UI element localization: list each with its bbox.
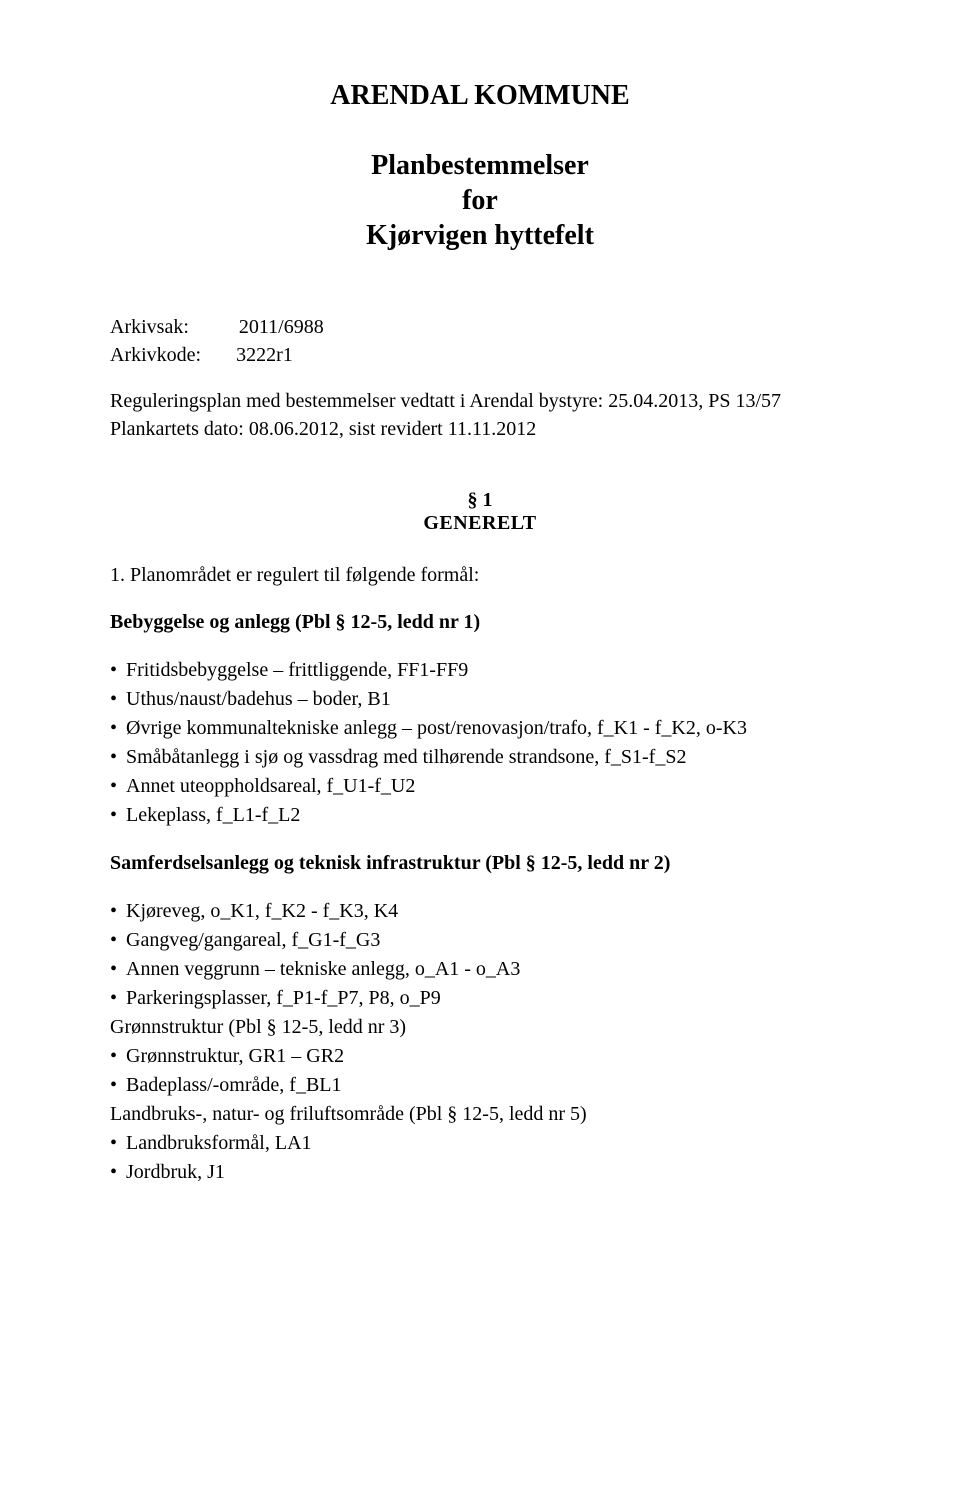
list-item: Grønnstruktur, GR1 – GR2	[110, 1042, 850, 1071]
meta-line-4: Plankartets dato: 08.06.2012, sist revid…	[110, 415, 850, 443]
doc-title-line-1: Planbestemmelser	[110, 148, 850, 183]
meta-line-3: Reguleringsplan med bestemmelser vedtatt…	[110, 387, 850, 415]
list-item: Annen veggrunn – tekniske anlegg, o_A1 -…	[110, 955, 850, 984]
municipality-title: ARENDAL KOMMUNE	[110, 80, 850, 112]
arkivkode-value: 3222r1	[236, 344, 293, 366]
section-1-title: GENERELT	[110, 512, 850, 535]
section-1-number: § 1	[110, 489, 850, 512]
list-item: Uthus/naust/badehus – boder, B1	[110, 685, 850, 714]
group-a-list: Fritidsbebyggelse – frittliggende, FF1-F…	[110, 656, 850, 830]
list-item: Gangveg/gangareal, f_G1-f_G3	[110, 926, 850, 955]
list-item: Parkeringsplasser, f_P1-f_P7, P8, o_P9	[110, 984, 850, 1013]
section-1-intro: 1. Planområdet er regulert til følgende …	[110, 561, 850, 589]
doc-title-line-2: for	[110, 183, 850, 218]
document-page: ARENDAL KOMMUNE Planbestemmelser for Kjø…	[0, 0, 960, 1269]
list-item: Landbruksformål, LA1	[110, 1129, 850, 1158]
doc-title-line-3: Kjørvigen hyttefelt	[110, 218, 850, 253]
list-item: Øvrige kommunaltekniske anlegg – post/re…	[110, 714, 850, 743]
group-b-heading: Samferdselsanlegg og teknisk infrastrukt…	[110, 852, 850, 875]
list-item: Annet uteoppholdsareal, f_U1-f_U2	[110, 772, 850, 801]
list-item: Landbruks-, natur- og friluftsområde (Pb…	[110, 1100, 850, 1129]
list-item: Jordbruk, J1	[110, 1158, 850, 1187]
list-item: Fritidsbebyggelse – frittliggende, FF1-F…	[110, 656, 850, 685]
group-b-list: Kjøreveg, o_K1, f_K2 - f_K3, K4Gangveg/g…	[110, 897, 850, 1187]
list-item: Lekeplass, f_L1-f_L2	[110, 801, 850, 830]
metadata-block: Arkivsak: 2011/6988 Arkivkode: 3222r1 Re…	[110, 313, 850, 443]
list-item: Småbåtanlegg i sjø og vassdrag med tilhø…	[110, 743, 850, 772]
list-item: Kjøreveg, o_K1, f_K2 - f_K3, K4	[110, 897, 850, 926]
arkivsak-label: Arkivsak:	[110, 316, 189, 338]
arkivkode-label: Arkivkode:	[110, 344, 201, 366]
group-a-heading: Bebyggelse og anlegg (Pbl § 12-5, ledd n…	[110, 611, 850, 634]
document-header: ARENDAL KOMMUNE Planbestemmelser for Kjø…	[110, 80, 850, 253]
list-item: Badeplass/-område, f_BL1	[110, 1071, 850, 1100]
list-item: Grønnstruktur (Pbl § 12-5, ledd nr 3)	[110, 1013, 850, 1042]
arkivkode-row: Arkivkode: 3222r1	[110, 341, 850, 369]
arkivsak-value: 2011/6988	[239, 316, 324, 338]
arkivsak-row: Arkivsak: 2011/6988	[110, 313, 850, 341]
